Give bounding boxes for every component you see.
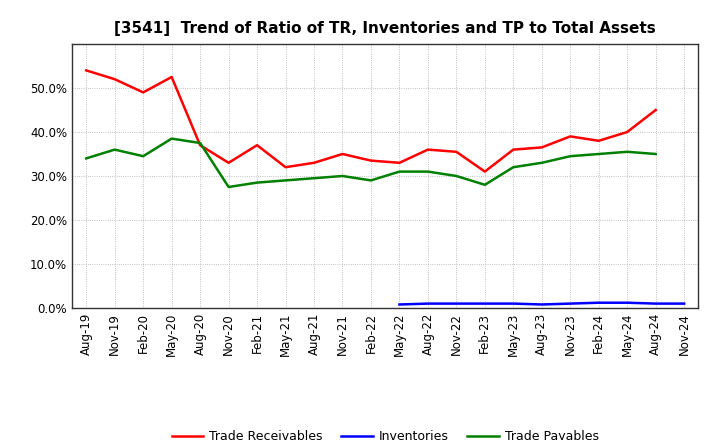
Trade Receivables	[595, 138, 603, 143]
Trade Payables	[139, 154, 148, 159]
Inventories	[652, 301, 660, 306]
Trade Receivables	[310, 160, 318, 165]
Inventories	[452, 301, 461, 306]
Trade Payables	[338, 173, 347, 179]
Trade Payables	[167, 136, 176, 141]
Inventories	[480, 301, 489, 306]
Trade Payables	[509, 165, 518, 170]
Trade Payables	[82, 156, 91, 161]
Trade Receivables	[366, 158, 375, 163]
Trade Receivables	[196, 143, 204, 148]
Trade Receivables	[509, 147, 518, 152]
Trade Receivables	[338, 151, 347, 157]
Inventories	[509, 301, 518, 306]
Inventories	[395, 302, 404, 307]
Inventories	[423, 301, 432, 306]
Trade Receivables	[537, 145, 546, 150]
Trade Payables	[395, 169, 404, 174]
Trade Receivables	[623, 129, 631, 135]
Trade Payables	[623, 149, 631, 154]
Inventories	[680, 301, 688, 306]
Trade Receivables	[110, 77, 119, 82]
Trade Payables	[652, 151, 660, 157]
Trade Receivables	[253, 143, 261, 148]
Line: Trade Payables: Trade Payables	[86, 139, 656, 187]
Trade Payables	[310, 176, 318, 181]
Trade Receivables	[395, 160, 404, 165]
Trade Receivables	[282, 165, 290, 170]
Trade Payables	[110, 147, 119, 152]
Trade Receivables	[566, 134, 575, 139]
Trade Receivables	[452, 149, 461, 154]
Title: [3541]  Trend of Ratio of TR, Inventories and TP to Total Assets: [3541] Trend of Ratio of TR, Inventories…	[114, 21, 656, 36]
Trade Payables	[595, 151, 603, 157]
Line: Inventories: Inventories	[400, 303, 684, 304]
Trade Payables	[196, 140, 204, 146]
Trade Receivables	[82, 68, 91, 73]
Inventories	[537, 302, 546, 307]
Trade Payables	[423, 169, 432, 174]
Trade Payables	[225, 184, 233, 190]
Trade Payables	[366, 178, 375, 183]
Legend: Trade Receivables, Inventories, Trade Payables: Trade Receivables, Inventories, Trade Pa…	[166, 425, 604, 440]
Trade Payables	[480, 182, 489, 187]
Trade Receivables	[225, 160, 233, 165]
Trade Receivables	[139, 90, 148, 95]
Trade Payables	[282, 178, 290, 183]
Trade Payables	[537, 160, 546, 165]
Trade Receivables	[480, 169, 489, 174]
Line: Trade Receivables: Trade Receivables	[86, 70, 656, 172]
Inventories	[595, 300, 603, 305]
Trade Receivables	[652, 107, 660, 113]
Trade Receivables	[423, 147, 432, 152]
Trade Receivables	[167, 74, 176, 80]
Trade Payables	[452, 173, 461, 179]
Inventories	[566, 301, 575, 306]
Trade Payables	[566, 154, 575, 159]
Inventories	[623, 300, 631, 305]
Trade Payables	[253, 180, 261, 185]
